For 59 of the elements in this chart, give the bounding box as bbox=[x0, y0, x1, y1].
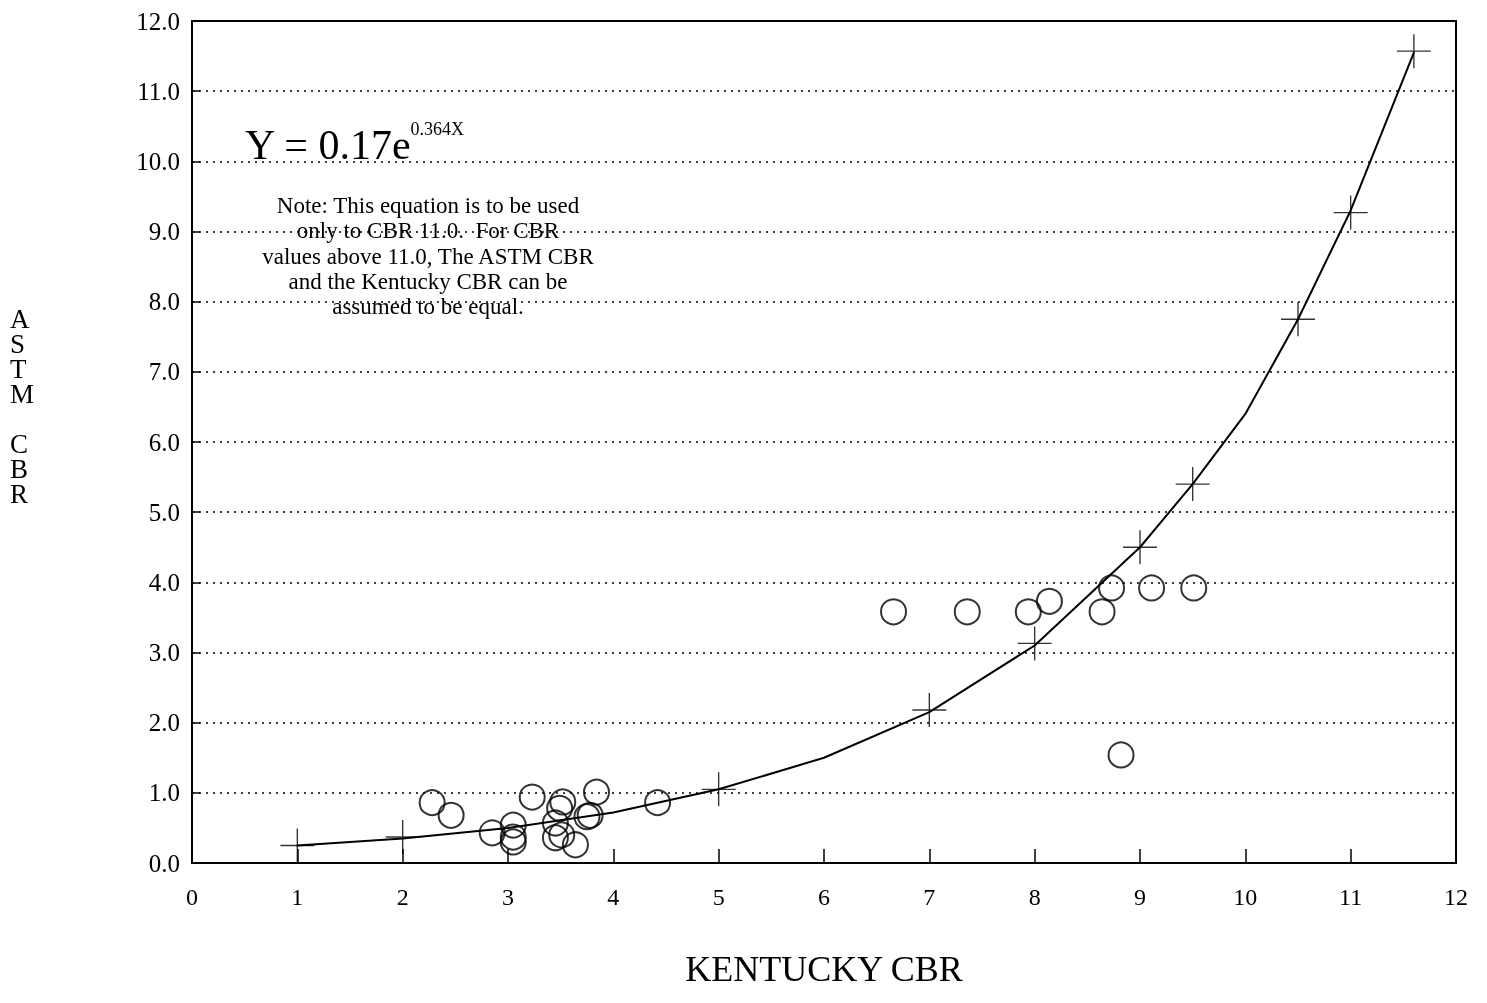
x-tick-label: 2 bbox=[396, 884, 409, 910]
y-tick-label: 5.0 bbox=[148, 498, 180, 526]
point bbox=[912, 693, 947, 728]
point bbox=[1138, 574, 1166, 602]
point bbox=[1098, 574, 1126, 602]
y-tick-label: 6.0 bbox=[148, 428, 180, 456]
y-tick-label: 11.0 bbox=[137, 77, 180, 105]
point bbox=[437, 801, 465, 829]
y-tick-label: 0.0 bbox=[148, 849, 180, 877]
x-tick-label: 12 bbox=[1444, 884, 1468, 910]
x-tick-label: 10 bbox=[1233, 884, 1258, 910]
x-axis-title: KENTUCKY CBR bbox=[685, 949, 963, 989]
point bbox=[880, 598, 908, 626]
y-tick-label: 7.0 bbox=[148, 358, 180, 386]
y-tick-label: 4.0 bbox=[148, 568, 180, 596]
point bbox=[1180, 574, 1208, 602]
point bbox=[1123, 530, 1157, 565]
point bbox=[499, 811, 527, 839]
y-tick-label: 9.0 bbox=[148, 218, 180, 245]
x-tick-label: 6 bbox=[818, 884, 830, 910]
x-tick-label: 5 bbox=[712, 884, 725, 910]
point bbox=[518, 783, 546, 811]
x-tick-label: 7 bbox=[923, 884, 936, 910]
point bbox=[549, 788, 577, 816]
point bbox=[1175, 467, 1210, 502]
point bbox=[1088, 598, 1116, 626]
point bbox=[1014, 598, 1042, 626]
point bbox=[1396, 34, 1431, 69]
point bbox=[546, 794, 574, 822]
y-tick-label: 2.0 bbox=[148, 709, 180, 737]
point bbox=[541, 824, 569, 852]
y-tick-label: 1.0 bbox=[148, 779, 180, 807]
point bbox=[644, 789, 672, 817]
x-tick-label: 4 bbox=[607, 884, 620, 910]
x-tick-label: 11 bbox=[1339, 884, 1363, 910]
point bbox=[418, 789, 446, 817]
y-axis-title: ASTM CBR bbox=[10, 303, 35, 509]
x-tick-label: 9 bbox=[1134, 884, 1146, 910]
point bbox=[478, 819, 506, 847]
y-tick-label: 8.0 bbox=[148, 288, 180, 316]
x-tick-label: 3 bbox=[502, 884, 514, 910]
point bbox=[499, 828, 527, 856]
point bbox=[953, 598, 981, 626]
point bbox=[583, 778, 610, 806]
point bbox=[1035, 587, 1063, 615]
x-tick-label: 1 bbox=[291, 884, 304, 910]
y-tick-label: 10.0 bbox=[136, 147, 180, 175]
y-tick-label: 3.0 bbox=[148, 639, 180, 666]
point bbox=[1107, 741, 1135, 769]
point bbox=[1281, 302, 1315, 337]
point bbox=[499, 823, 527, 851]
annotation: Note: This equation is to be used only to CBR 11.0. For CBR values above 11.0, The ASTM CBR and the Kentucky CBR can be assumed to be equal. bbox=[262, 193, 594, 320]
point bbox=[541, 809, 569, 837]
x-tick-label: 0 bbox=[186, 884, 198, 910]
point bbox=[548, 821, 576, 849]
x-tick-label: 8 bbox=[1028, 884, 1041, 910]
annotation: Y = 0.17e$^{0.364X}$ bbox=[245, 119, 465, 169]
y-tick-label: 12.0 bbox=[136, 7, 180, 35]
point bbox=[561, 831, 589, 859]
